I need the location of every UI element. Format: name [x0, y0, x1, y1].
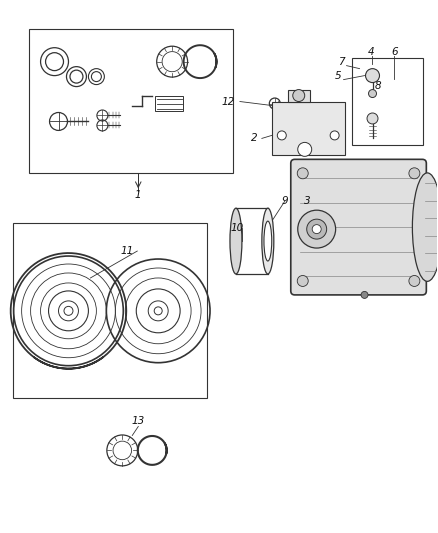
Bar: [13, 223, 207, 398]
Circle shape: [361, 292, 368, 298]
Text: 13: 13: [132, 416, 145, 425]
Circle shape: [298, 142, 312, 156]
Bar: [352, 58, 424, 146]
Circle shape: [366, 69, 379, 83]
Text: 10: 10: [230, 223, 244, 233]
Circle shape: [312, 224, 321, 233]
Text: 3: 3: [304, 196, 311, 206]
Ellipse shape: [262, 208, 274, 274]
Circle shape: [154, 307, 162, 315]
Circle shape: [307, 219, 327, 239]
Ellipse shape: [230, 208, 242, 274]
Bar: [155, 95, 183, 111]
Text: 1: 1: [135, 190, 141, 200]
Text: 12: 12: [221, 96, 235, 107]
Circle shape: [409, 276, 420, 286]
FancyBboxPatch shape: [291, 159, 426, 295]
Circle shape: [330, 131, 339, 140]
Circle shape: [293, 90, 305, 101]
Text: 6: 6: [391, 47, 398, 56]
Text: 7: 7: [338, 56, 345, 67]
Circle shape: [409, 168, 420, 179]
Text: 9: 9: [282, 196, 288, 206]
Circle shape: [297, 276, 308, 286]
Text: 5: 5: [334, 70, 341, 80]
Text: 8: 8: [374, 80, 381, 91]
Bar: [28, 29, 233, 173]
Ellipse shape: [264, 221, 272, 261]
Circle shape: [367, 113, 378, 124]
Ellipse shape: [413, 173, 438, 281]
Text: 11: 11: [120, 246, 134, 256]
Circle shape: [298, 210, 336, 248]
Circle shape: [64, 306, 73, 316]
Circle shape: [277, 131, 286, 140]
Circle shape: [368, 90, 377, 98]
Bar: [288, 90, 310, 101]
Polygon shape: [272, 101, 345, 155]
Text: 2: 2: [251, 133, 257, 143]
Text: 4: 4: [368, 47, 375, 56]
Circle shape: [297, 168, 308, 179]
